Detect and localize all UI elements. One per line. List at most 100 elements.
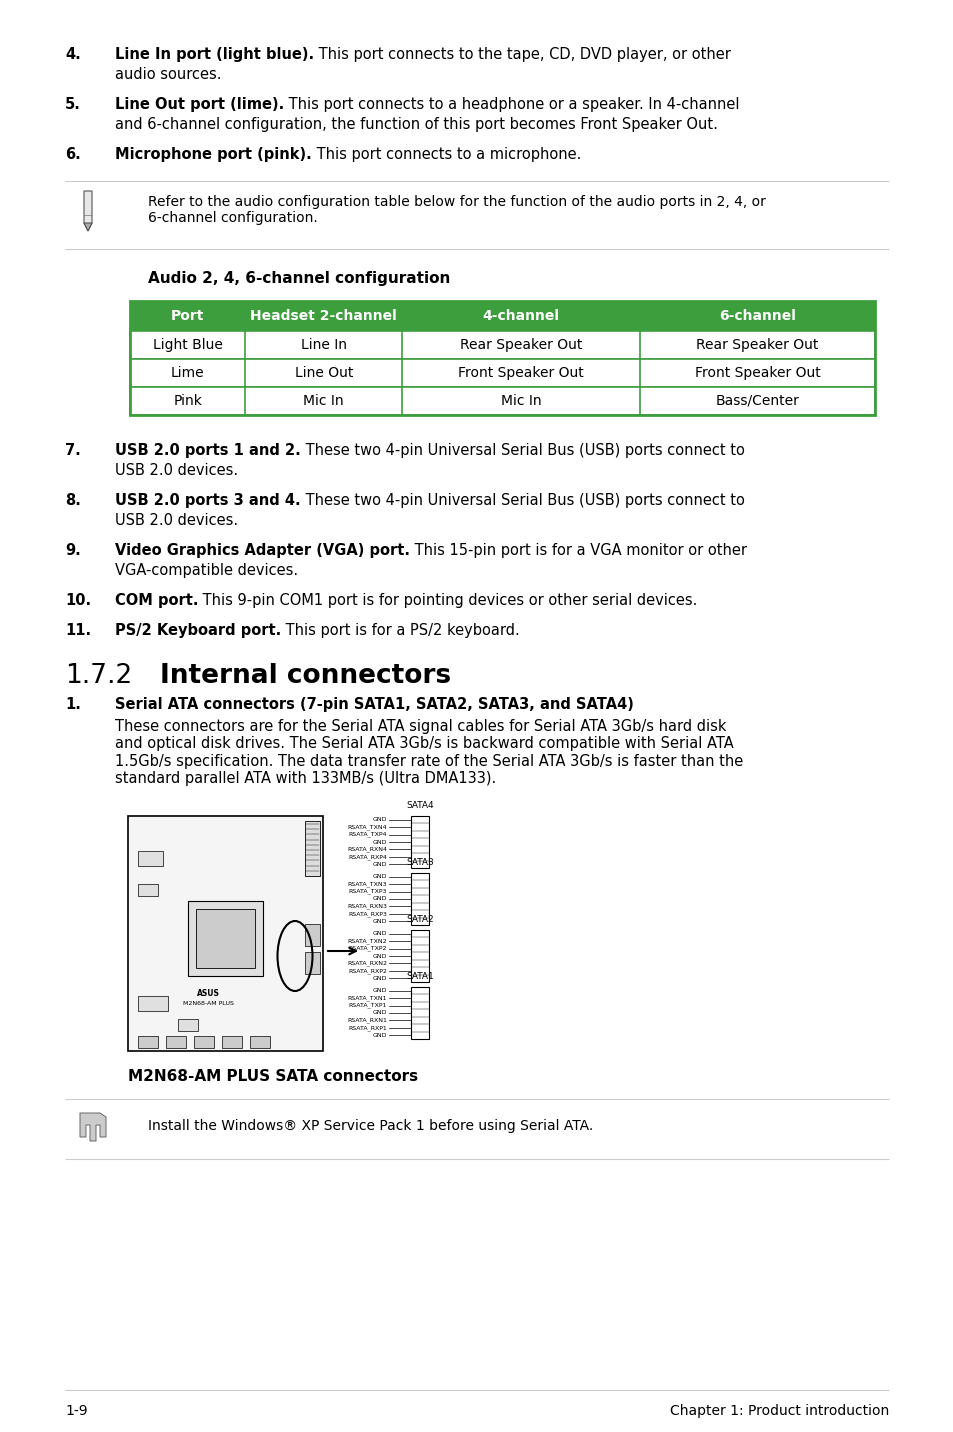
Text: GND: GND bbox=[372, 839, 387, 845]
Text: RSATA_TXN1: RSATA_TXN1 bbox=[347, 995, 387, 1001]
Bar bbox=[130, 301, 874, 331]
Text: RSATA_RXN1: RSATA_RXN1 bbox=[347, 1018, 387, 1024]
Text: RSATA_RXP2: RSATA_RXP2 bbox=[348, 968, 387, 974]
Text: Video Graphics Adapter (VGA) port.: Video Graphics Adapter (VGA) port. bbox=[115, 543, 410, 558]
Text: RSATA_TXN3: RSATA_TXN3 bbox=[347, 881, 387, 886]
Text: 9.: 9. bbox=[65, 543, 81, 558]
Text: This 9-pin COM1 port is for pointing devices or other serial devices.: This 9-pin COM1 port is for pointing dev… bbox=[198, 593, 698, 609]
Text: USB 2.0 devices.: USB 2.0 devices. bbox=[115, 463, 238, 478]
Bar bbox=[128, 816, 323, 1051]
Bar bbox=[411, 987, 429, 1040]
Bar bbox=[130, 359, 874, 387]
Bar bbox=[138, 884, 158, 896]
Text: Refer to the audio configuration table below for the function of the audio ports: Refer to the audio configuration table b… bbox=[148, 195, 765, 225]
Text: Mic In: Mic In bbox=[303, 394, 344, 408]
Polygon shape bbox=[84, 190, 91, 231]
Text: These two 4-pin Universal Serial Bus (USB) ports connect to: These two 4-pin Universal Serial Bus (US… bbox=[300, 493, 743, 508]
Text: RSATA_RXP1: RSATA_RXP1 bbox=[348, 1025, 387, 1031]
Text: 11.: 11. bbox=[65, 623, 91, 639]
Bar bbox=[130, 387, 874, 415]
Text: RSATA_TXP4: RSATA_TXP4 bbox=[348, 832, 387, 838]
Text: SATA4: SATA4 bbox=[406, 800, 434, 811]
Text: SATA3: SATA3 bbox=[406, 858, 434, 866]
Text: M2N68-AM PLUS SATA connectors: M2N68-AM PLUS SATA connectors bbox=[128, 1070, 417, 1084]
Text: GND: GND bbox=[372, 954, 387, 958]
Text: SATA2: SATA2 bbox=[406, 915, 434, 924]
Text: GND: GND bbox=[372, 874, 387, 879]
Bar bbox=[222, 1035, 242, 1048]
Bar bbox=[305, 924, 319, 947]
Text: Headset 2-channel: Headset 2-channel bbox=[250, 309, 396, 324]
Bar bbox=[411, 874, 429, 925]
Text: 8.: 8. bbox=[65, 493, 81, 508]
Text: This 15-pin port is for a VGA monitor or other: This 15-pin port is for a VGA monitor or… bbox=[410, 543, 746, 558]
Text: M2N68-AM PLUS: M2N68-AM PLUS bbox=[182, 1001, 233, 1007]
Text: Line Out: Line Out bbox=[294, 367, 353, 379]
Text: RSATA_RXN4: RSATA_RXN4 bbox=[347, 846, 387, 852]
Bar bbox=[178, 1020, 198, 1031]
Text: GND: GND bbox=[372, 896, 387, 902]
Text: 10.: 10. bbox=[65, 593, 91, 609]
Bar bbox=[250, 1035, 270, 1048]
Bar bbox=[188, 901, 263, 977]
Text: Port: Port bbox=[171, 309, 204, 324]
Bar bbox=[193, 1035, 213, 1048]
Text: Audio 2, 4, 6-channel configuration: Audio 2, 4, 6-channel configuration bbox=[148, 271, 450, 286]
Text: Lime: Lime bbox=[171, 367, 204, 379]
Text: RSATA_RXN3: RSATA_RXN3 bbox=[347, 904, 387, 909]
Text: Bass/Center: Bass/Center bbox=[715, 394, 799, 408]
Text: 5.: 5. bbox=[65, 97, 81, 112]
Text: Rear Speaker Out: Rear Speaker Out bbox=[459, 338, 581, 352]
Text: 4-channel: 4-channel bbox=[482, 309, 559, 324]
Text: Internal connectors: Internal connectors bbox=[160, 663, 451, 689]
Text: GND: GND bbox=[372, 931, 387, 937]
Text: Microphone port (pink).: Microphone port (pink). bbox=[115, 147, 312, 162]
Text: RSATA_TXN2: RSATA_TXN2 bbox=[347, 938, 387, 944]
Text: Line In: Line In bbox=[300, 338, 346, 352]
Text: Line Out port (lime).: Line Out port (lime). bbox=[115, 97, 284, 112]
Bar bbox=[130, 301, 874, 415]
Text: This port is for a PS/2 keyboard.: This port is for a PS/2 keyboard. bbox=[281, 623, 519, 639]
Text: Line In port (light blue).: Line In port (light blue). bbox=[115, 47, 314, 62]
Text: Rear Speaker Out: Rear Speaker Out bbox=[696, 338, 818, 352]
Bar bbox=[138, 1035, 158, 1048]
Text: RSATA_TXP3: RSATA_TXP3 bbox=[348, 889, 387, 895]
Text: GND: GND bbox=[372, 975, 387, 981]
Bar bbox=[166, 1035, 186, 1048]
Text: Chapter 1: Product introduction: Chapter 1: Product introduction bbox=[669, 1403, 888, 1418]
Text: Serial ATA connectors (7-pin SATA1, SATA2, SATA3, and SATA4): Serial ATA connectors (7-pin SATA1, SATA… bbox=[115, 697, 633, 712]
Text: VGA-compatible devices.: VGA-compatible devices. bbox=[115, 563, 297, 579]
Text: GND: GND bbox=[372, 818, 387, 822]
Text: GND: GND bbox=[372, 919, 387, 924]
Text: This port connects to a microphone.: This port connects to a microphone. bbox=[312, 147, 580, 162]
Text: These two 4-pin Universal Serial Bus (USB) ports connect to: These two 4-pin Universal Serial Bus (US… bbox=[300, 442, 744, 458]
Bar bbox=[195, 909, 254, 968]
Bar bbox=[305, 821, 319, 876]
Text: 4.: 4. bbox=[65, 47, 81, 62]
Text: USB 2.0 ports 1 and 2.: USB 2.0 ports 1 and 2. bbox=[115, 442, 300, 458]
Bar bbox=[411, 929, 429, 982]
Text: audio sources.: audio sources. bbox=[115, 67, 221, 82]
Text: Install the Windows® XP Service Pack 1 before using Serial ATA.: Install the Windows® XP Service Pack 1 b… bbox=[148, 1118, 593, 1133]
Text: This port connects to the tape, CD, DVD player, or other: This port connects to the tape, CD, DVD … bbox=[314, 47, 730, 62]
Text: RSATA_TXN4: RSATA_TXN4 bbox=[347, 825, 387, 831]
Text: RSATA_TXP1: RSATA_TXP1 bbox=[348, 1002, 387, 1008]
Bar bbox=[138, 851, 163, 866]
Text: Mic In: Mic In bbox=[500, 394, 541, 408]
Text: Front Speaker Out: Front Speaker Out bbox=[457, 367, 583, 379]
Bar bbox=[138, 997, 168, 1011]
Text: Front Speaker Out: Front Speaker Out bbox=[694, 367, 820, 379]
Text: 1-9: 1-9 bbox=[65, 1403, 88, 1418]
Text: GND: GND bbox=[372, 1032, 387, 1038]
Text: 1.: 1. bbox=[65, 697, 81, 712]
Polygon shape bbox=[80, 1113, 106, 1141]
Text: RSATA_RXN2: RSATA_RXN2 bbox=[347, 961, 387, 967]
Text: GND: GND bbox=[372, 862, 387, 866]
Text: GND: GND bbox=[372, 988, 387, 994]
Polygon shape bbox=[84, 223, 91, 231]
Text: 6-channel: 6-channel bbox=[719, 309, 795, 324]
Text: Pink: Pink bbox=[173, 394, 202, 408]
Text: RSATA_RXP3: RSATA_RXP3 bbox=[348, 911, 387, 916]
Bar bbox=[130, 331, 874, 359]
Text: ASUS: ASUS bbox=[196, 990, 219, 998]
